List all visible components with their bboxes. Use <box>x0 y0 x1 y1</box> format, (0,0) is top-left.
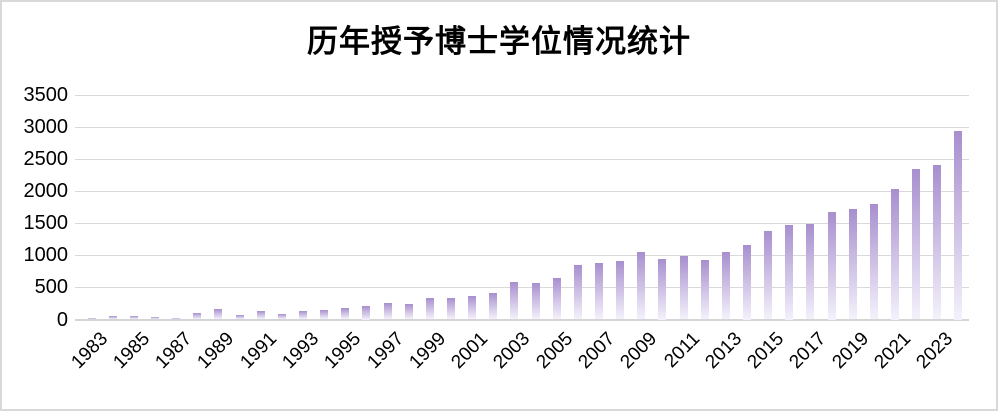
bar <box>193 313 202 320</box>
bar <box>87 317 96 320</box>
x-axis-baseline <box>75 319 969 321</box>
gridline <box>75 190 969 192</box>
bar <box>151 316 159 320</box>
bar <box>552 278 561 320</box>
bar <box>806 223 815 320</box>
y-axis-label: 1500 <box>23 212 69 235</box>
bar <box>933 165 942 320</box>
bar <box>827 211 836 320</box>
bar <box>679 255 688 320</box>
bar <box>510 281 519 320</box>
bar <box>235 315 244 320</box>
gridline <box>75 287 969 289</box>
bar <box>214 308 223 320</box>
gridline <box>75 255 969 257</box>
bar <box>637 252 646 320</box>
y-axis-label: 1000 <box>23 244 69 267</box>
gridline <box>75 158 969 160</box>
gridline <box>75 126 969 128</box>
bar <box>743 245 751 320</box>
bar <box>404 304 413 320</box>
y-axis-label: 2500 <box>23 147 69 170</box>
bar <box>362 306 371 320</box>
y-axis-label: 3000 <box>23 115 69 138</box>
bar <box>425 298 434 320</box>
bar <box>954 130 963 320</box>
bar <box>320 310 329 320</box>
bar <box>277 314 286 320</box>
bar <box>869 204 878 320</box>
gridline <box>75 223 969 225</box>
bar <box>891 189 899 320</box>
bar <box>764 231 773 320</box>
bar <box>700 259 709 320</box>
bar <box>341 307 350 320</box>
bar <box>616 260 625 320</box>
bar <box>721 251 730 320</box>
y-axis-label: 500 <box>34 276 68 299</box>
y-axis-label: 0 <box>56 308 68 331</box>
bar <box>447 297 455 320</box>
bar <box>489 293 498 320</box>
bar <box>256 311 265 320</box>
y-axis-label: 2000 <box>23 179 69 202</box>
bar <box>595 262 603 320</box>
gridline <box>75 94 969 96</box>
bar <box>912 169 921 320</box>
bar <box>573 265 582 320</box>
bar <box>129 315 138 320</box>
bar <box>468 295 477 320</box>
chart-title: 历年授予博士学位情况统计 <box>307 24 691 59</box>
bar <box>531 282 540 320</box>
bar <box>172 317 181 320</box>
bar <box>383 302 392 320</box>
bar <box>299 311 307 320</box>
y-axis-label: 3500 <box>23 83 69 106</box>
bar <box>785 225 794 320</box>
bar <box>658 258 667 320</box>
bar <box>848 208 857 320</box>
bar <box>108 315 117 320</box>
